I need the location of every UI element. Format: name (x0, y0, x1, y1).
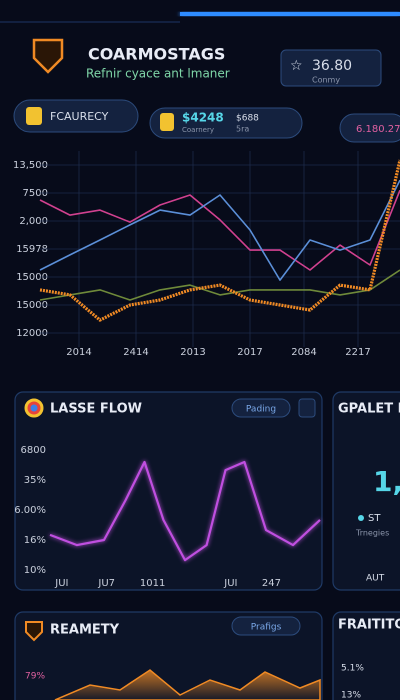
y-tick-label: 6.00% (14, 505, 46, 516)
axis-label: 13% (341, 691, 361, 700)
series-line (39, 179, 400, 281)
x-tick-label: 2014 (66, 347, 91, 358)
y-tick-label: 6800 (21, 445, 46, 456)
note: Trnegies (355, 529, 389, 538)
app-title: COARMOSTAGS (88, 45, 225, 64)
card-button[interactable] (298, 398, 316, 418)
axis-label: AUT (366, 574, 385, 584)
x-tick-label: JU7 (97, 578, 115, 589)
stat-label: Conmy (312, 76, 340, 85)
x-tick-label: 2217 (345, 347, 370, 358)
tab-label: FCAURECY (50, 110, 109, 123)
card-icon (25, 621, 43, 642)
tab-amount: $4248 (182, 111, 224, 125)
x-tick-label: 1011 (140, 578, 165, 589)
app-subtitle: Refnir cyace ant lmaner (86, 67, 230, 81)
tab-label: Coarnery (182, 126, 214, 134)
y-tick-label: 12000 (16, 328, 48, 339)
y-tick-label: 35% (24, 475, 46, 486)
card (332, 391, 400, 591)
tab-icon (26, 107, 42, 125)
x-tick-label: 2013 (180, 347, 205, 358)
decor-area (54, 669, 321, 700)
tab-extra: 5ra (236, 125, 249, 134)
x-tick-label: 2414 (123, 347, 148, 358)
badge[interactable] (231, 616, 301, 636)
card (332, 611, 400, 700)
y-tick-label: 13,500 (13, 160, 48, 171)
logo (32, 38, 64, 74)
series-line (39, 269, 400, 301)
axis-label: 79% (25, 672, 45, 682)
x-tick-label: 2084 (291, 347, 316, 358)
stat-value: 36.80 (312, 58, 352, 74)
tab[interactable] (149, 107, 303, 139)
stat-icon: ☆ (290, 58, 303, 74)
series-line (39, 189, 400, 271)
y-tick-label: 10% (24, 565, 46, 576)
card-title: LASSE FLOW (50, 402, 142, 417)
tab-icon (160, 113, 174, 131)
tab[interactable] (13, 99, 139, 133)
badge-label: Prafigs (251, 623, 282, 633)
y-tick-label: 15000 (16, 300, 48, 311)
x-tick-label: JUI (54, 578, 68, 589)
y-tick-label: 16% (24, 535, 46, 546)
tab-label: 6.180.27 (356, 124, 400, 135)
card-icon (30, 404, 38, 412)
tab-extra: $688 (236, 114, 259, 124)
card-title: GPALET FLO (338, 402, 400, 417)
y-tick-label: 2,000 (19, 216, 48, 227)
x-tick-label: 2017 (237, 347, 262, 358)
legend-label: ST (368, 513, 381, 524)
tab[interactable] (339, 113, 400, 143)
badge[interactable] (231, 398, 291, 418)
legend-dot (358, 515, 364, 521)
series-line (49, 460, 321, 562)
y-tick-label: 15978 (16, 244, 48, 255)
series-line (39, 159, 400, 322)
top-glow (180, 12, 400, 16)
stat-box[interactable] (280, 49, 382, 87)
axis-label: 5.1% (341, 664, 364, 674)
badge-label: Pading (246, 405, 276, 415)
x-tick-label: 247 (262, 578, 281, 589)
y-tick-label: 7500 (23, 188, 48, 199)
card-title: FRAITITO (338, 618, 400, 633)
y-tick-label: 15000 (16, 272, 48, 283)
big-number: 1, (373, 465, 400, 498)
card (14, 391, 323, 591)
x-tick-label: JUI (223, 578, 237, 589)
card-title: REAMETY (50, 623, 120, 638)
